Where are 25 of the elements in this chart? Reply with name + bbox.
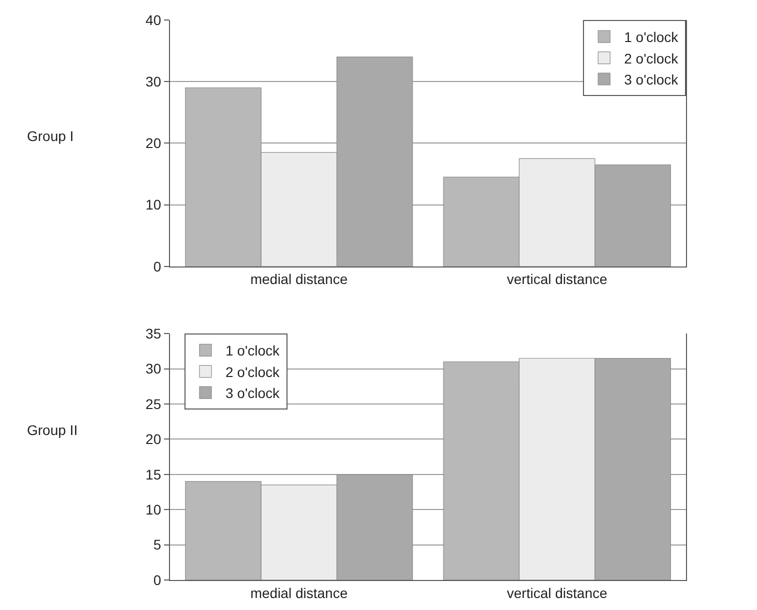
y-tick-label: 40 (146, 12, 162, 28)
y-tick-label: 20 (146, 431, 162, 448)
legend-label: 1 o'clock (225, 342, 281, 359)
legend-label: 3 o'clock (225, 385, 281, 402)
y-axis-title: Group II (27, 422, 78, 438)
legend-label: 3 o'clock (624, 71, 680, 88)
legend-label: 1 o'clock (624, 29, 680, 46)
y-tick-label: 30 (146, 74, 162, 90)
legend-label: 2 o'clock (624, 50, 680, 66)
x-tick-label: medial distance (250, 271, 348, 288)
y-tick-label: 35 (146, 326, 162, 342)
y-tick-label: 5 (153, 536, 162, 553)
x-tick-label: vertical distance (506, 584, 608, 601)
y-tick-label: 20 (146, 135, 162, 152)
legend-label: 2 o'clock (225, 364, 281, 380)
x-tick-label: medial distance (250, 584, 348, 601)
y-axis-title: Group I (27, 128, 74, 144)
y-tick-label: 25 (146, 396, 162, 412)
y-tick-label: 0 (153, 572, 162, 588)
x-tick-label: vertical distance (506, 271, 608, 288)
y-tick-label: 15 (146, 466, 162, 482)
y-tick-label: 10 (146, 502, 162, 518)
y-tick-label: 10 (146, 196, 162, 213)
y-tick-label: 0 (153, 258, 162, 274)
y-tick-label: 30 (146, 360, 162, 377)
